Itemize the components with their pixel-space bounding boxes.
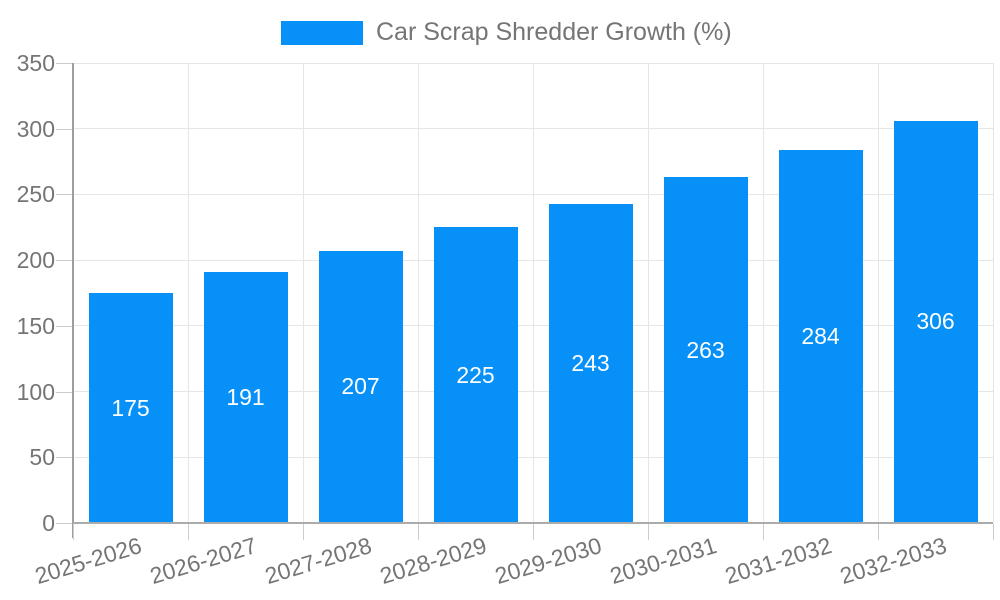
x-axis-tick-label: 2025-2026: [31, 532, 145, 590]
x-tick: [187, 524, 189, 540]
y-axis-tick-label: 50: [29, 444, 55, 471]
y-axis-tick-label: 150: [16, 312, 55, 339]
x-tick: [532, 524, 534, 540]
x-tick: [877, 524, 879, 540]
bar: 243: [548, 203, 633, 523]
bar: 207: [318, 250, 403, 523]
y-axis-tick-label: 250: [16, 181, 55, 208]
y-tick: [56, 260, 72, 262]
x-gridline: [302, 63, 304, 523]
bar-value-label: 243: [571, 349, 610, 376]
x-axis-tick-label: 2027-2028: [261, 532, 375, 590]
y-axis-tick-label: 100: [16, 378, 55, 405]
legend: Car Scrap Shredder Growth (%): [281, 18, 732, 47]
bar: 263: [663, 177, 748, 523]
y-axis-tick-label: 0: [42, 510, 55, 536]
x-gridline: [877, 63, 879, 523]
x-axis-tick-label: 2030-2031: [606, 532, 720, 590]
x-axis-tick-label: 2026-2027: [146, 532, 260, 590]
bar: 306: [893, 120, 978, 523]
bar: 225: [433, 227, 518, 523]
y-tick: [56, 63, 72, 64]
y-tick: [56, 457, 72, 459]
x-axis-tick-label: 2032-2033: [836, 532, 950, 590]
x-axis-line: [73, 522, 993, 524]
bar-value-label: 306: [916, 308, 955, 335]
plot-area: 175 191 207 225 243 263 284 306: [73, 62, 994, 523]
legend-label: Car Scrap Shredder Growth (%): [376, 18, 732, 46]
y-axis-tick-label: 300: [16, 115, 55, 142]
x-tick: [302, 524, 304, 540]
x-tick: [992, 524, 994, 540]
bar-value-label: 263: [686, 336, 725, 363]
x-axis-tick-label: 2028-2029: [376, 532, 490, 590]
x-tick: [762, 524, 764, 540]
y-axis-line: [72, 63, 74, 538]
bar: 175: [88, 293, 173, 523]
y-tick: [56, 325, 72, 327]
y-axis-tick-label: 200: [16, 247, 55, 274]
x-gridline: [417, 63, 419, 523]
y-tick: [56, 391, 72, 393]
bar-value-label: 225: [456, 361, 495, 388]
bar: 191: [203, 271, 288, 523]
bar-value-label: 207: [341, 373, 380, 400]
legend-swatch: [281, 20, 363, 45]
x-tick: [417, 524, 419, 540]
x-gridline: [647, 63, 649, 523]
bar-value-label: 175: [111, 394, 150, 421]
x-gridline: [187, 63, 189, 523]
bar-value-label: 191: [226, 383, 265, 410]
y-tick: [56, 194, 72, 196]
x-tick: [72, 524, 74, 540]
y-tick: [56, 523, 72, 524]
bar-value-label: 284: [801, 322, 840, 349]
x-tick: [647, 524, 649, 540]
x-gridline: [762, 63, 764, 523]
y-axis-tick-label: 350: [16, 50, 55, 76]
x-axis-tick-label: 2029-2030: [491, 532, 605, 590]
bar: 284: [778, 149, 863, 523]
x-gridline: [532, 63, 534, 523]
y-tick: [56, 128, 72, 130]
x-axis-tick-label: 2031-2032: [721, 532, 835, 590]
x-gridline: [992, 63, 994, 523]
